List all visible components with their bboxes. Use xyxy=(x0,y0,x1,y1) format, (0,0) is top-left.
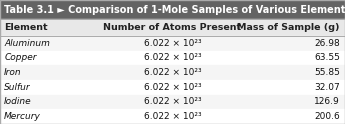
Text: 6.022 × 10²³: 6.022 × 10²³ xyxy=(144,39,201,48)
Text: 6.022 × 10²³: 6.022 × 10²³ xyxy=(144,68,201,77)
Text: Number of Atoms Present: Number of Atoms Present xyxy=(104,23,242,32)
Text: Mercury: Mercury xyxy=(4,112,41,121)
Bar xyxy=(0,0,345,19)
Text: Copper: Copper xyxy=(4,53,37,62)
Bar xyxy=(0,65,345,80)
Text: Table 3.1 ► Comparison of 1-Mole Samples of Various Elements: Table 3.1 ► Comparison of 1-Mole Samples… xyxy=(4,5,345,15)
Text: 32.07: 32.07 xyxy=(314,83,340,92)
Text: 6.022 × 10²³: 6.022 × 10²³ xyxy=(144,97,201,107)
Bar xyxy=(0,109,345,124)
Text: 6.022 × 10²³: 6.022 × 10²³ xyxy=(144,83,201,92)
Text: Aluminum: Aluminum xyxy=(4,39,50,48)
Text: 63.55: 63.55 xyxy=(314,53,340,62)
Bar xyxy=(0,95,345,109)
Text: 55.85: 55.85 xyxy=(314,68,340,77)
Text: 126.9: 126.9 xyxy=(314,97,340,107)
Text: Iron: Iron xyxy=(4,68,22,77)
Text: 6.022 × 10²³: 6.022 × 10²³ xyxy=(144,112,201,121)
Text: Element: Element xyxy=(4,23,48,32)
Bar xyxy=(0,80,345,95)
Text: Sulfur: Sulfur xyxy=(4,83,31,92)
Text: 26.98: 26.98 xyxy=(314,39,340,48)
Bar xyxy=(0,19,345,36)
Bar xyxy=(0,51,345,65)
Text: 200.6: 200.6 xyxy=(314,112,340,121)
Text: 6.022 × 10²³: 6.022 × 10²³ xyxy=(144,53,201,62)
Text: Iodine: Iodine xyxy=(4,97,32,107)
Text: Mass of Sample (g): Mass of Sample (g) xyxy=(237,23,340,32)
Bar xyxy=(0,36,345,51)
